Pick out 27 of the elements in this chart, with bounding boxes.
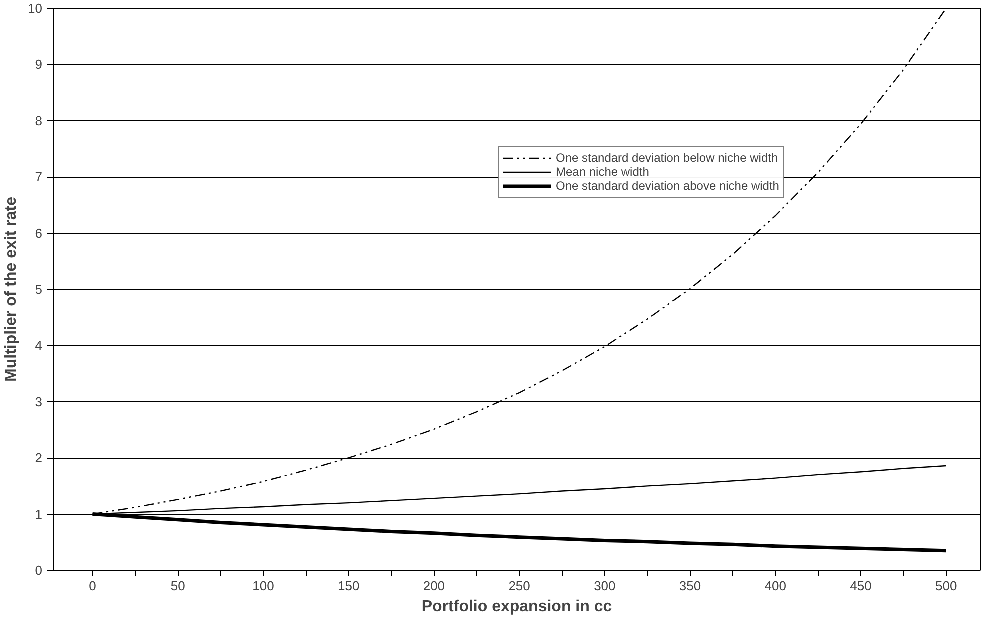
x-tick-label: 100 xyxy=(252,578,274,594)
x-tick-label: 50 xyxy=(170,578,186,594)
y-axis-title: Multiplier of the exit rate xyxy=(3,196,20,382)
x-tick-label: 150 xyxy=(338,578,360,594)
y-tick-label: 1 xyxy=(35,506,43,522)
y-tick-label: 10 xyxy=(28,1,43,16)
y-tick-label: 3 xyxy=(35,394,43,410)
y-tick-label: 9 xyxy=(35,57,43,72)
legend-label: Mean niche width xyxy=(556,165,650,179)
x-tick-label: 350 xyxy=(679,578,702,594)
y-tick-label: 6 xyxy=(35,226,43,241)
x-tick-label: 250 xyxy=(508,578,530,594)
legend-label: One standard deviation below niche width xyxy=(556,151,778,165)
x-tick-label: 450 xyxy=(850,578,872,594)
x-tick-label: 400 xyxy=(764,578,786,594)
x-tick-label: 500 xyxy=(936,578,958,594)
x-tick-label: 0 xyxy=(89,578,96,594)
y-tick-label: 2 xyxy=(35,450,43,466)
y-tick-label: 5 xyxy=(35,282,43,297)
y-tick-label: 4 xyxy=(35,338,43,354)
x-axis-title: Portfolio expansion in cc xyxy=(422,598,612,616)
y-tick-label: 7 xyxy=(35,170,43,185)
legend-label: One standard deviation above niche width xyxy=(556,179,780,193)
x-tick-label: 200 xyxy=(423,578,446,594)
x-tick-label: 300 xyxy=(594,578,616,594)
y-tick-label: 0 xyxy=(35,563,43,578)
y-tick-label: 8 xyxy=(35,113,43,128)
